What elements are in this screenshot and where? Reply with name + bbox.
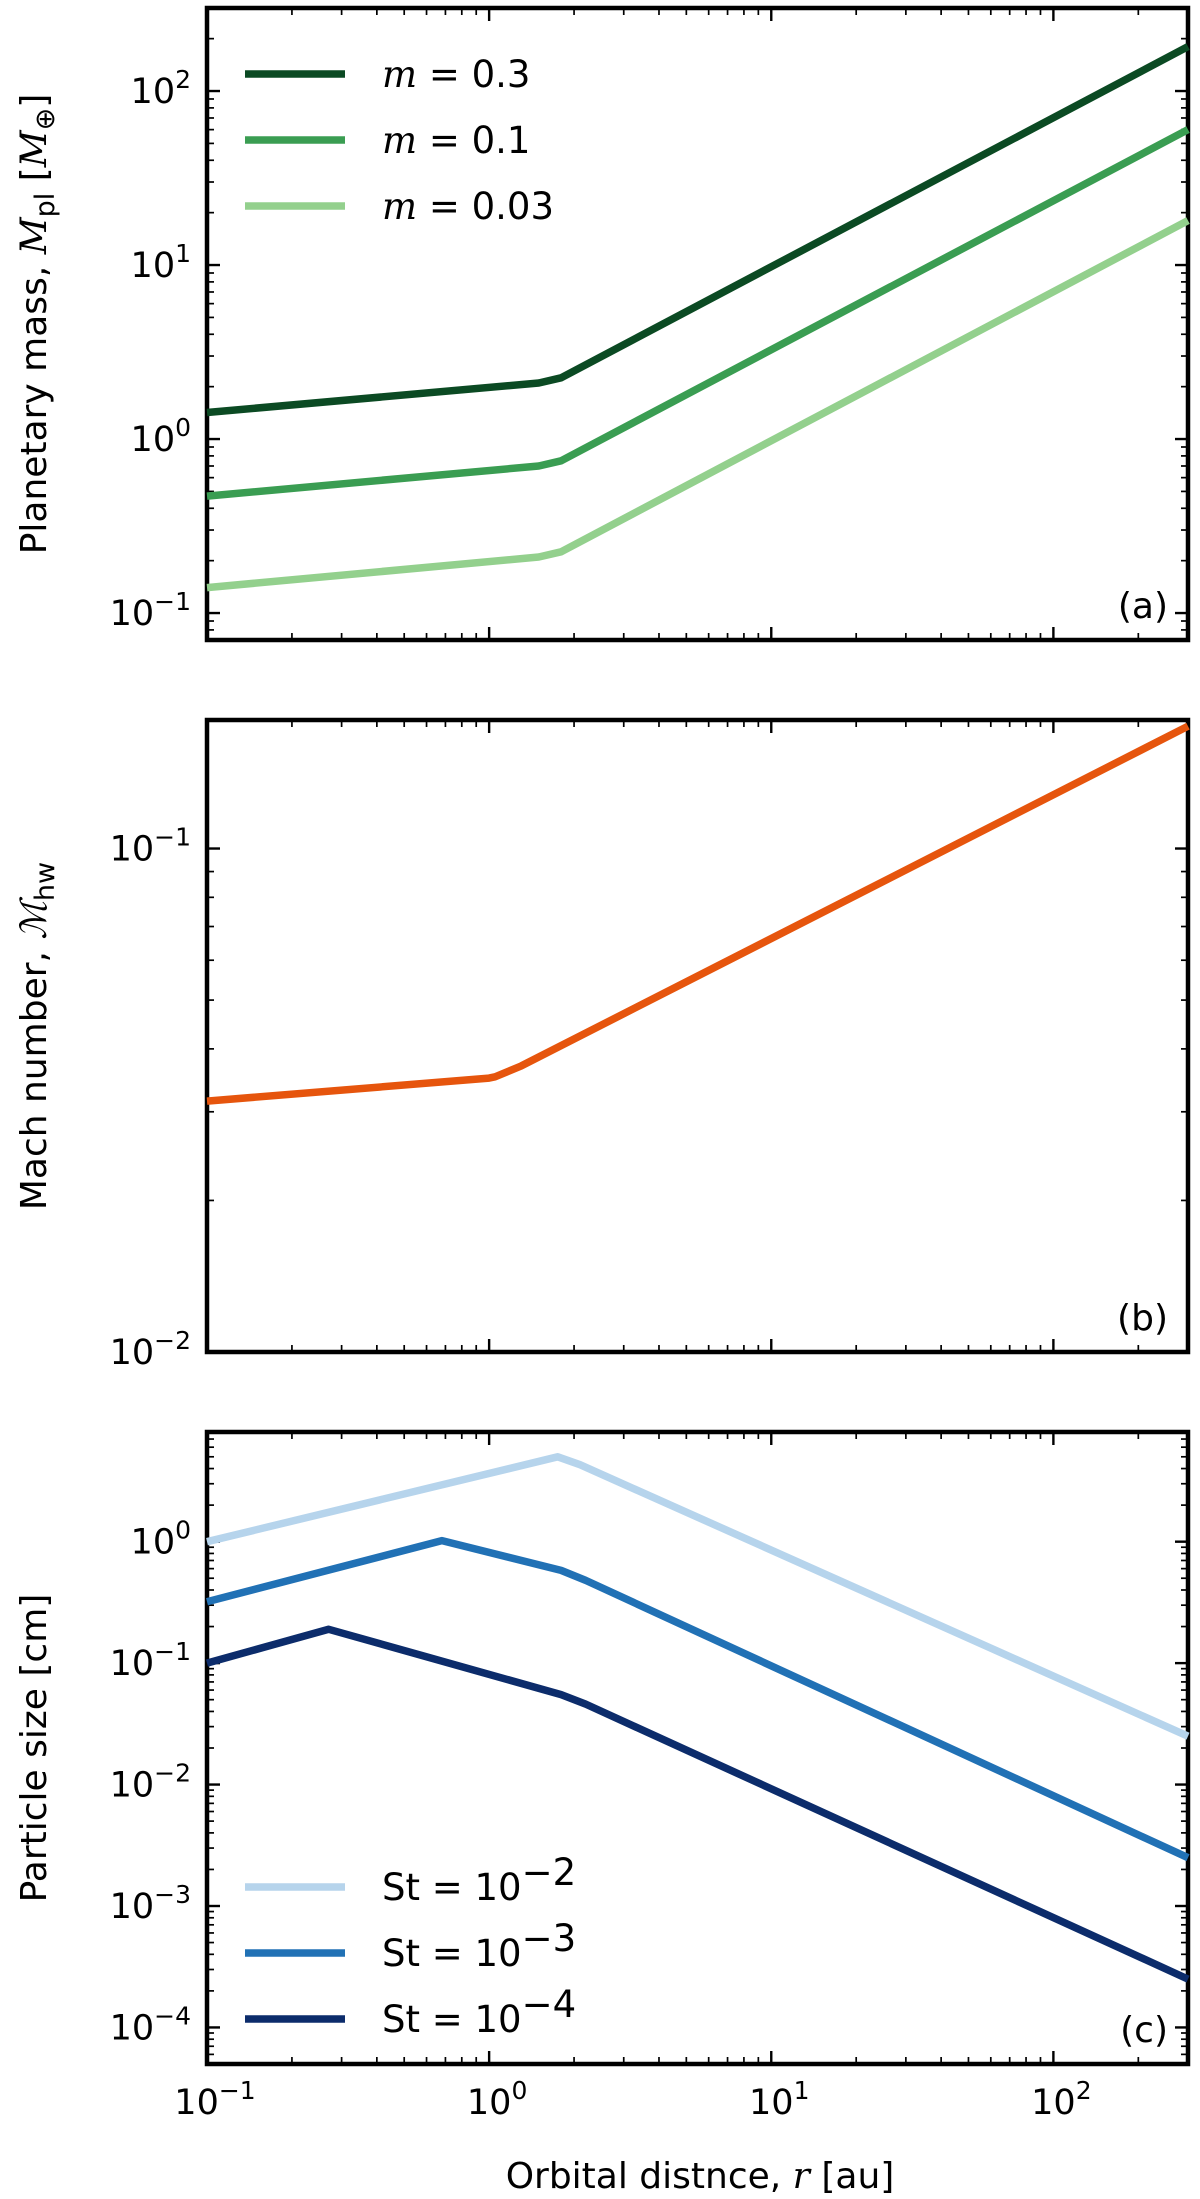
series-line-1 bbox=[206, 43, 1190, 417]
panel-a: 10−1 100 101 102 Planetary mass, Mpl [M⊕] (a)… bbox=[14, 5, 1191, 643]
legend: m = 0.3 m = 0.1 m = 0.03 bbox=[245, 53, 554, 228]
panel-b: 10−2 10−1 Mach number, ℳhw (b) bbox=[14, 717, 1191, 1373]
y-tick-label: 10−4 bbox=[110, 2001, 191, 2048]
series-line-1 bbox=[206, 1453, 1190, 1740]
y-tick-label: 10−2 bbox=[110, 1759, 191, 1806]
plot-frame bbox=[204, 717, 1191, 1355]
x-tick-label: 102 bbox=[1031, 2076, 1091, 2123]
legend-entry: St = 10−3 bbox=[382, 1917, 576, 1975]
legend-entry: m = 0.03 bbox=[382, 185, 554, 228]
y-tick-label: 101 bbox=[131, 239, 191, 286]
plot-frame bbox=[204, 5, 1191, 643]
y-axis-label: Particle size [cm] bbox=[14, 1594, 55, 1903]
y-tick-label: 10−2 bbox=[110, 1326, 191, 1373]
panel-label: (b) bbox=[1117, 1298, 1168, 1339]
plot-frame bbox=[204, 1429, 1191, 2067]
y-tick-label: 10−3 bbox=[110, 1880, 191, 1927]
y-axis-label: Mach number, ℳhw bbox=[14, 862, 61, 1210]
series-line-2 bbox=[206, 1536, 1190, 1862]
x-tick-label: 100 bbox=[467, 2076, 527, 2123]
legend-entry: St = 10−2 bbox=[382, 1851, 576, 1909]
x-axis-label: Orbital distnce, r [au] bbox=[506, 2156, 895, 2197]
panel-label: (c) bbox=[1120, 2010, 1168, 2051]
series-line-2 bbox=[206, 126, 1190, 500]
x-tick-label: 10−1 bbox=[174, 2076, 255, 2123]
x-tick-label: 101 bbox=[749, 2076, 809, 2123]
y-tick-label: 102 bbox=[131, 65, 191, 112]
legend-entry: m = 0.3 bbox=[382, 53, 530, 96]
series-line-1 bbox=[206, 722, 1190, 1105]
panel-label: (a) bbox=[1118, 586, 1168, 627]
y-tick-label: 10−1 bbox=[110, 587, 191, 634]
y-tick-label: 100 bbox=[131, 413, 191, 460]
y-tick-label: 100 bbox=[131, 1516, 191, 1563]
y-tick-label: 10−1 bbox=[110, 1637, 191, 1684]
series-line-3 bbox=[206, 217, 1190, 592]
y-axis-label: Planetary mass, Mpl [M⊕] bbox=[14, 94, 61, 555]
series-line-3 bbox=[205, 1625, 1190, 1983]
legend-entry: m = 0.1 bbox=[382, 119, 530, 162]
legend-entry: St = 10−4 bbox=[382, 1983, 576, 2041]
legend: St = 10−2 St = 10−3 St = 10−4 bbox=[245, 1851, 576, 2041]
y-tick-label: 10−1 bbox=[110, 823, 191, 870]
panel-c: 10−4 10−3 10−2 10−1 100 10−1 100 101 102 Particle… bbox=[14, 1429, 1191, 2123]
